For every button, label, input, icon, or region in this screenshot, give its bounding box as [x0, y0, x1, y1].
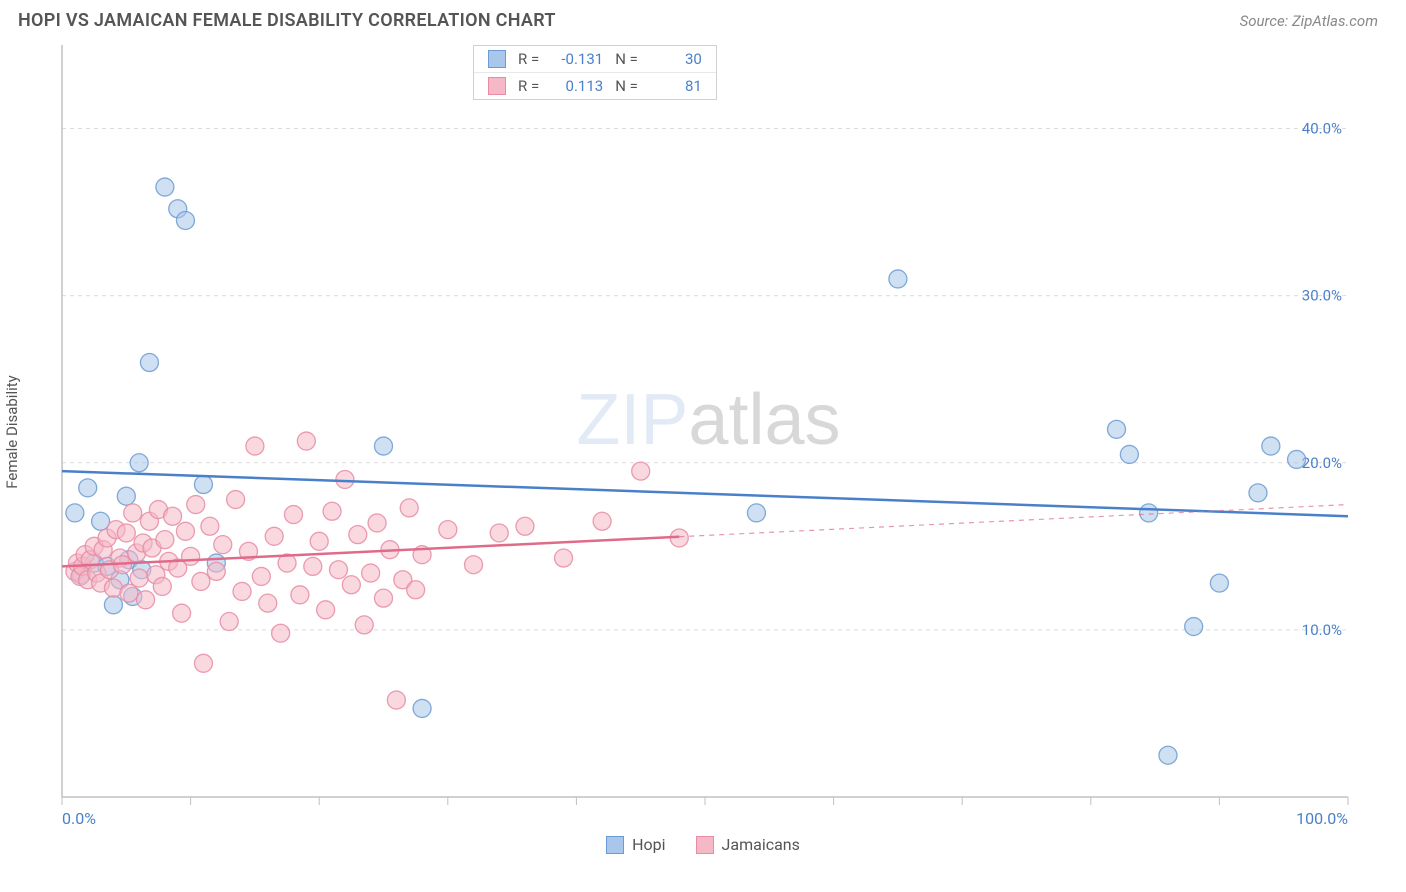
legend-stats: R = -0.131 N = 30 R = 0.113 N = 81 [473, 45, 717, 100]
chart-container: Female Disability 10.0%20.0%30.0%40.0% Z… [18, 37, 1388, 827]
svg-text:10.0%: 10.0% [1302, 621, 1342, 639]
scatter-chart: 10.0% 20.0% 30.0% 40.0% [18, 37, 1388, 827]
r-value: 0.113 [551, 77, 603, 95]
r-value: -0.131 [551, 50, 603, 68]
legend-stat-row: R = -0.131 N = 30 [474, 46, 716, 72]
page-source: Source: ZipAtlas.com [1240, 12, 1378, 30]
legend-label: Jamaicans [722, 835, 800, 854]
x-axis-max-label: 100.0% [1296, 809, 1348, 828]
n-value: 30 [650, 50, 702, 68]
r-label: R = [518, 50, 539, 68]
legend-label: Hopi [632, 835, 665, 854]
x-axis-min-label: 0.0% [62, 809, 96, 828]
n-label: N = [615, 50, 638, 68]
legend-item: Hopi [606, 835, 665, 854]
legend-stat-row: R = 0.113 N = 81 [474, 72, 716, 99]
svg-text:40.0%: 40.0% [1302, 120, 1342, 138]
legend-item: Jamaicans [696, 835, 800, 854]
page-title: HOPI VS JAMAICAN FEMALE DISABILITY CORRE… [18, 10, 556, 31]
n-label: N = [615, 77, 638, 95]
y-axis-label: Female Disability [3, 375, 21, 489]
svg-text:20.0%: 20.0% [1302, 454, 1342, 472]
svg-text:30.0%: 30.0% [1302, 287, 1342, 305]
r-label: R = [518, 77, 539, 95]
legend-series: Hopi Jamaicans [0, 827, 1406, 854]
legend-swatch [488, 50, 506, 68]
legend-swatch [606, 836, 624, 854]
n-value: 81 [650, 77, 702, 95]
legend-swatch [696, 836, 714, 854]
legend-swatch [488, 77, 506, 95]
